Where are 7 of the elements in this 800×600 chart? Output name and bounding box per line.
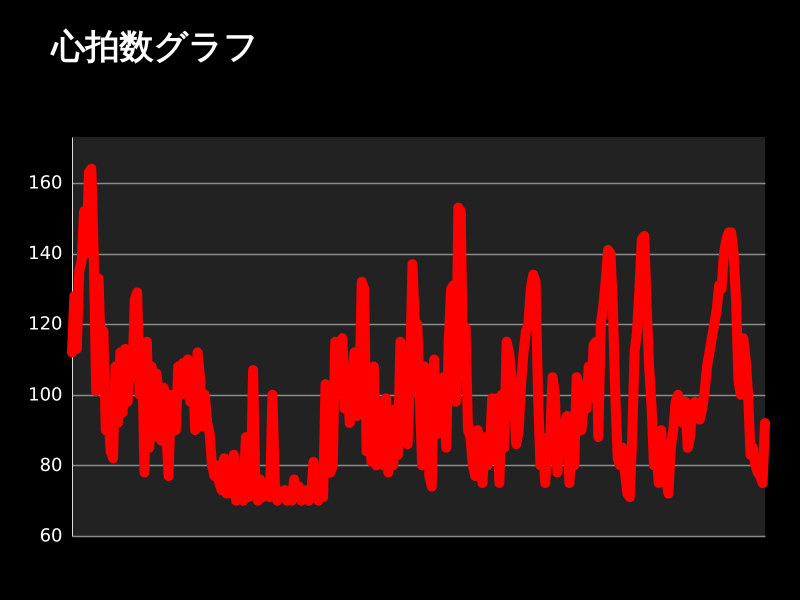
y-tick-label: 160 [28, 172, 62, 194]
y-tick-label: 120 [28, 314, 62, 335]
chart-title: 心拍数グラフ [50, 27, 259, 67]
y-tick-label: 60 [40, 526, 62, 546]
y-tick-label: 140 [28, 243, 62, 264]
y-tick-label: 80 [40, 454, 62, 476]
y-tick-label: 100 [28, 384, 62, 406]
